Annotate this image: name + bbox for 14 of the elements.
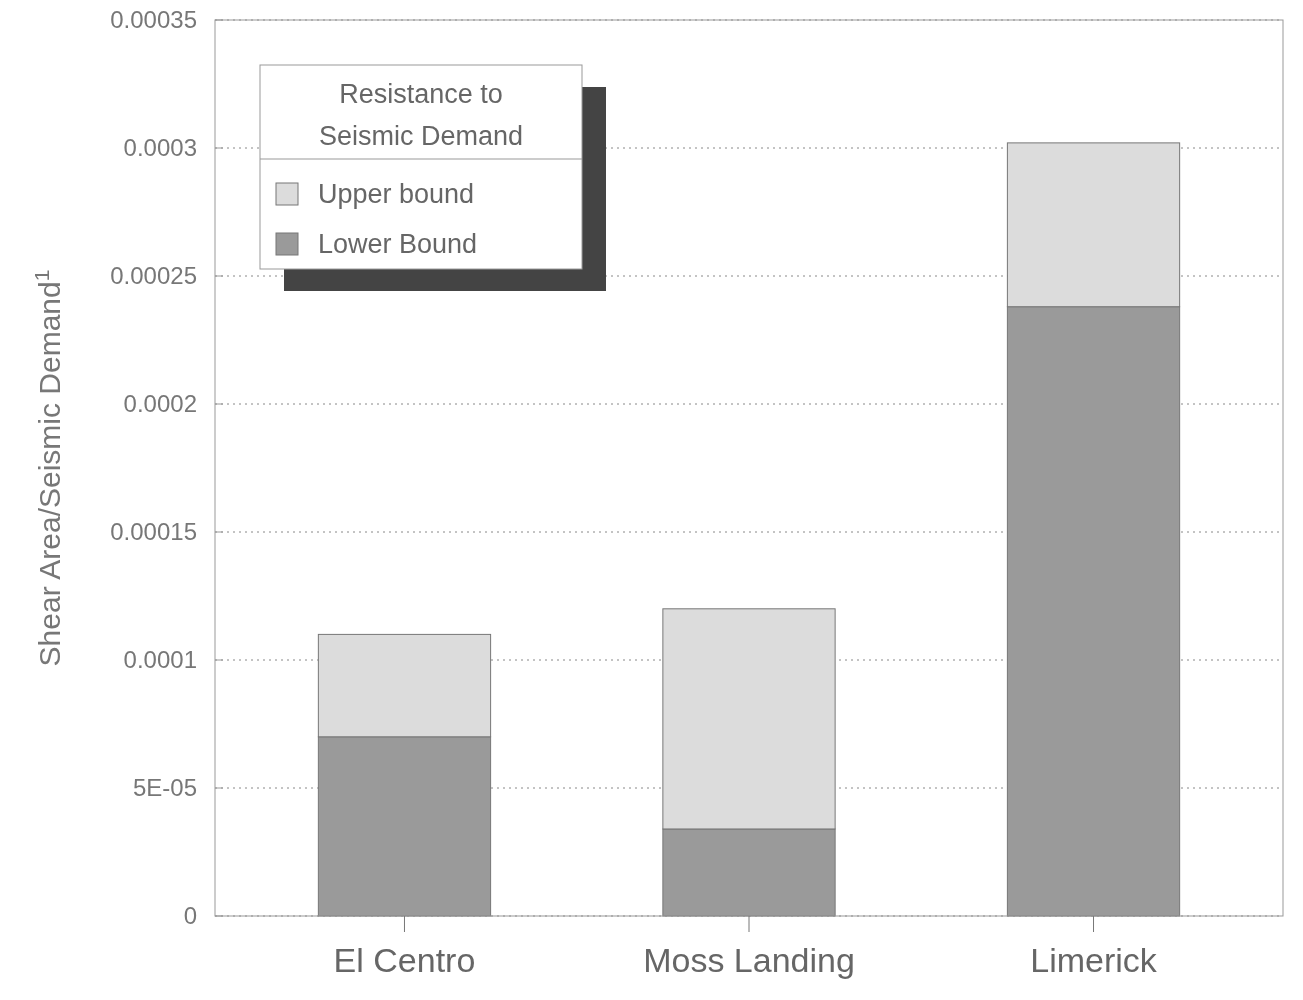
y-tick-label: 0.00035: [110, 6, 197, 34]
y-tick-label: 0.00025: [110, 262, 197, 290]
y-tick-label: 0.0002: [123, 390, 197, 418]
legend-title: Resistance to Seismic Demand: [318, 79, 524, 151]
x-tick-label: Limerick: [1030, 941, 1158, 979]
y-tick-label: 0.0001: [123, 646, 197, 674]
y-tick-label: 0.0003: [123, 134, 197, 162]
legend-label: Upper bound: [318, 179, 475, 210]
x-tick-label: Moss Landing: [643, 941, 855, 979]
y-tick-label: 0.00015: [110, 518, 197, 546]
y-tick-label: 0: [183, 902, 197, 930]
x-tick-label: El Centro: [333, 941, 476, 979]
legend-label: Lower Bound: [318, 229, 478, 260]
y-tick-label: 5E-05: [132, 774, 197, 802]
